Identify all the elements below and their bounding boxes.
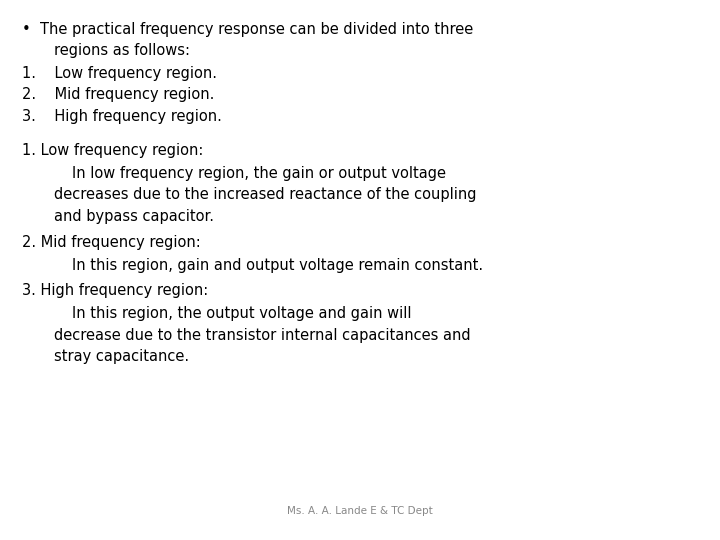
Text: 2. Mid frequency region:: 2. Mid frequency region:: [22, 235, 200, 250]
Text: and bypass capacitor.: and bypass capacitor.: [54, 209, 214, 224]
Text: In low frequency region, the gain or output voltage: In low frequency region, the gain or out…: [72, 166, 446, 181]
Text: Ms. A. A. Lande E & TC Dept: Ms. A. A. Lande E & TC Dept: [287, 505, 433, 516]
Text: decrease due to the transistor internal capacitances and: decrease due to the transistor internal …: [54, 328, 471, 343]
Text: 3.    High frequency region.: 3. High frequency region.: [22, 109, 222, 124]
Text: 3. High frequency region:: 3. High frequency region:: [22, 284, 208, 299]
Text: regions as follows:: regions as follows:: [54, 43, 190, 58]
Text: 1.    Low frequency region.: 1. Low frequency region.: [22, 66, 217, 81]
Text: decreases due to the increased reactance of the coupling: decreases due to the increased reactance…: [54, 187, 477, 202]
Text: In this region, gain and output voltage remain constant.: In this region, gain and output voltage …: [72, 258, 483, 273]
Text: stray capacitance.: stray capacitance.: [54, 349, 189, 364]
Text: 1. Low frequency region:: 1. Low frequency region:: [22, 143, 203, 158]
Text: •  The practical frequency response can be divided into three: • The practical frequency response can b…: [22, 22, 473, 37]
Text: In this region, the output voltage and gain will: In this region, the output voltage and g…: [72, 306, 412, 321]
Text: 2.    Mid frequency region.: 2. Mid frequency region.: [22, 87, 214, 103]
